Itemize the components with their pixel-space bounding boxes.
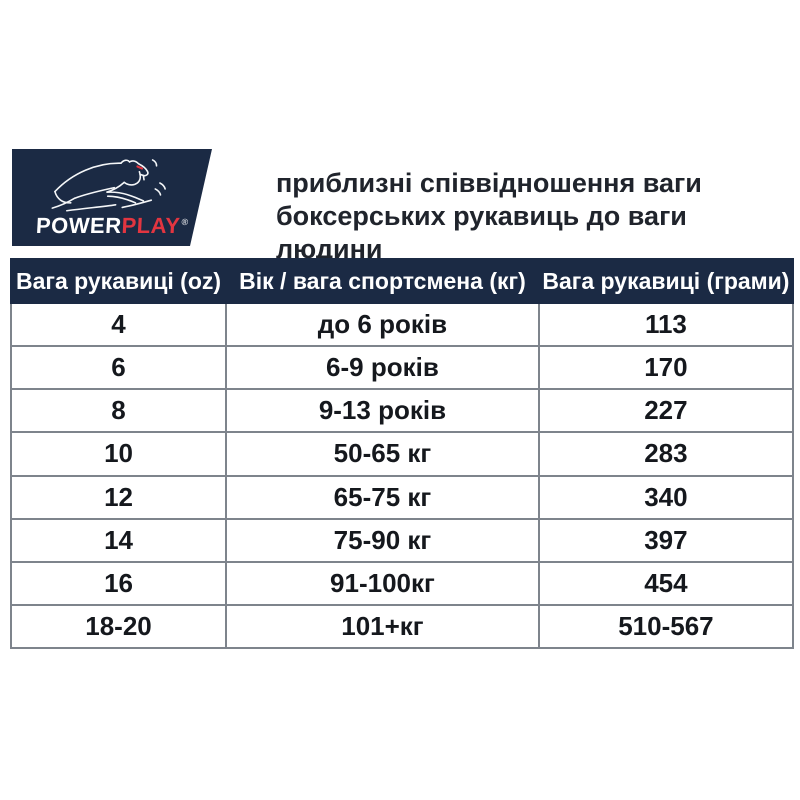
logo-word-power: POWER	[35, 213, 123, 238]
title-line-2: боксерських рукавиць до ваги людини	[276, 201, 687, 264]
table-cell: 113	[537, 301, 795, 348]
table-cell: 75-90 кг	[225, 517, 540, 563]
table-row: 6 6-9 років 170	[9, 345, 795, 391]
powerplay-logo: POWERPLAY®	[12, 149, 212, 246]
table-cell: 170	[537, 345, 795, 391]
table-row: 14 75-90 кг 397	[9, 517, 795, 563]
table-row: 12 65-75 кг 340	[9, 474, 795, 520]
header-glove-weight-grams: Вага рукавиці (грами)	[537, 258, 795, 304]
table-cell: 91-100кг	[225, 560, 540, 606]
table-cell: 12	[9, 474, 228, 520]
table-row: 8 9-13 років 227	[9, 388, 795, 434]
table-cell: 227	[537, 388, 795, 434]
table-cell: 454	[537, 560, 795, 606]
table-cell: 397	[537, 517, 795, 563]
page-title: приблизні співвідношення ваги боксерськи…	[276, 167, 776, 266]
glove-size-table: Вага рукавиці (oz) Вік / вага спортсмена…	[9, 258, 795, 650]
table-cell: 6	[9, 345, 228, 391]
table-cell: 65-75 кг	[225, 474, 540, 520]
table-cell: 18-20	[9, 603, 228, 650]
table-cell: 510-567	[537, 603, 795, 650]
header-glove-weight-oz: Вага рукавиці (oz)	[9, 258, 228, 304]
table-cell: 101+кг	[225, 603, 540, 650]
table-cell: 50-65 кг	[225, 431, 540, 477]
registered-mark: ®	[181, 216, 189, 227]
table-cell: 4	[9, 301, 228, 348]
logo-word-play: PLAY	[120, 213, 181, 238]
table-row: 18-20 101+кг 510-567	[9, 603, 795, 650]
panther-icon	[51, 159, 166, 212]
table-header-row: Вага рукавиці (oz) Вік / вага спортсмена…	[9, 258, 795, 304]
table-cell: 10	[9, 431, 228, 477]
table-cell: 9-13 років	[225, 388, 540, 434]
table-row: 16 91-100кг 454	[9, 560, 795, 606]
logo-wordmark: POWERPLAY®	[35, 213, 189, 239]
title-line-1: приблизні співвідношення ваги	[276, 168, 702, 198]
table-cell: 283	[537, 431, 795, 477]
table-row: 4 до 6 років 113	[9, 301, 795, 348]
table-row: 10 50-65 кг 283	[9, 431, 795, 477]
table-cell: 14	[9, 517, 228, 563]
table-cell: 6-9 років	[225, 345, 540, 391]
table-cell: 16	[9, 560, 228, 606]
header-age-athlete-weight: Вік / вага спортсмена (кг)	[225, 258, 540, 304]
table-cell: 340	[537, 474, 795, 520]
table-cell: 8	[9, 388, 228, 434]
table-cell: до 6 років	[225, 301, 540, 348]
